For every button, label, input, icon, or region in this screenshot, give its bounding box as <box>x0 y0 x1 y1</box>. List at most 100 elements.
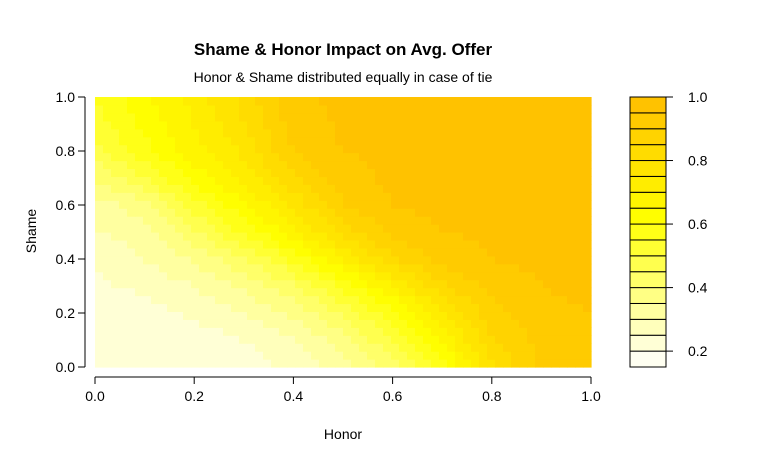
heatmap-cell <box>103 295 112 305</box>
heatmap-cell <box>511 128 520 138</box>
heatmap-cell <box>223 104 232 114</box>
heatmap-cell <box>583 208 592 217</box>
heatmap-cell <box>215 112 224 122</box>
heatmap-cell <box>295 359 304 368</box>
heatmap-cell <box>367 144 376 154</box>
heatmap-cell <box>335 327 344 336</box>
heatmap-cell <box>247 128 256 138</box>
heatmap-cell <box>103 112 112 122</box>
heatmap-cell <box>311 271 320 281</box>
heatmap-cell <box>199 359 208 368</box>
heatmap-cell <box>239 327 248 336</box>
heatmap-cell <box>343 255 352 265</box>
heatmap-cell <box>575 168 584 178</box>
legend-swatch <box>629 191 667 209</box>
heatmap-cell <box>511 247 520 257</box>
heatmap-cell <box>527 104 536 114</box>
heatmap-cell <box>551 343 560 352</box>
y-tick-label: 0.2 <box>56 305 76 321</box>
heatmap-cell <box>495 239 504 249</box>
heatmap-cell <box>543 208 552 217</box>
heatmap-cell <box>167 168 176 178</box>
heatmap-cell <box>215 176 224 185</box>
heatmap-cell <box>471 112 480 122</box>
heatmap-cell <box>583 247 592 257</box>
heatmap-cell <box>455 295 464 305</box>
heatmap-cell <box>399 104 408 114</box>
heatmap-cell <box>487 120 496 130</box>
heatmap-cell <box>287 192 296 201</box>
heatmap-cell <box>535 120 544 130</box>
heatmap-cell <box>271 152 280 162</box>
heatmap-cell <box>191 216 200 225</box>
heatmap-cell <box>567 112 576 122</box>
heatmap-cell <box>247 136 256 146</box>
heatmap-cell <box>583 97 592 106</box>
heatmap-cell <box>279 359 288 368</box>
heatmap-cell <box>231 120 240 130</box>
heatmap-cell <box>383 343 392 352</box>
heatmap-cell <box>191 255 200 265</box>
heatmap-cell <box>279 295 288 305</box>
heatmap-cell <box>263 184 272 193</box>
heatmap-cell <box>575 176 584 185</box>
heatmap-cell <box>407 184 416 193</box>
heatmap-cell <box>239 168 248 178</box>
heatmap-cell <box>303 295 312 305</box>
heatmap-cell <box>527 168 536 178</box>
heatmap-cell <box>519 343 528 352</box>
heatmap-cell <box>103 335 112 344</box>
heatmap-cell <box>567 271 576 281</box>
heatmap-cell <box>159 343 168 352</box>
heatmap-cell <box>399 112 408 122</box>
heatmap-cell <box>183 224 192 233</box>
heatmap-cell <box>423 239 432 249</box>
heatmap-cell <box>287 271 296 281</box>
heatmap-cell <box>207 303 216 313</box>
heatmap-cell <box>175 144 184 154</box>
heatmap-cell <box>319 263 328 273</box>
heatmap-cell <box>159 271 168 281</box>
heatmap-cell <box>415 208 424 217</box>
heatmap-cell <box>567 97 576 106</box>
heatmap-cell <box>319 128 328 138</box>
heatmap-cell <box>479 239 488 249</box>
heatmap-cell <box>439 120 448 130</box>
heatmap-cell <box>543 327 552 336</box>
heatmap-cell <box>287 224 296 233</box>
heatmap-cell <box>551 208 560 217</box>
heatmap-cell <box>527 128 536 138</box>
heatmap-cell <box>335 104 344 114</box>
heatmap-cell <box>383 112 392 122</box>
heatmap-cell <box>351 120 360 130</box>
heatmap-cell <box>287 120 296 130</box>
legend-tick-label: 0.4 <box>688 280 708 296</box>
heatmap-cell <box>455 239 464 249</box>
heatmap-cell <box>383 144 392 154</box>
heatmap-cell <box>567 295 576 305</box>
heatmap-cell <box>519 224 528 233</box>
heatmap-cell <box>255 239 264 249</box>
heatmap-cell <box>327 327 336 336</box>
heatmap-cell <box>127 128 136 138</box>
heatmap-cell <box>519 120 528 130</box>
heatmap-cell <box>511 327 520 336</box>
legend-swatch <box>629 128 667 146</box>
heatmap-cell <box>463 208 472 217</box>
heatmap-cell <box>471 152 480 162</box>
heatmap-cell <box>367 232 376 241</box>
heatmap-cell <box>463 359 472 368</box>
heatmap-cell <box>527 271 536 281</box>
heatmap-cell <box>103 287 112 297</box>
heatmap-cell <box>359 359 368 368</box>
heatmap-cell <box>583 200 592 209</box>
heatmap-cell <box>319 327 328 336</box>
heatmap-cell <box>559 120 568 130</box>
heatmap-cell <box>311 327 320 336</box>
heatmap-cell <box>183 271 192 281</box>
heatmap-cell <box>151 144 160 154</box>
heatmap-cell <box>159 200 168 209</box>
heatmap-cell <box>119 224 128 233</box>
heatmap-cell <box>335 192 344 201</box>
heatmap-cell <box>543 232 552 241</box>
